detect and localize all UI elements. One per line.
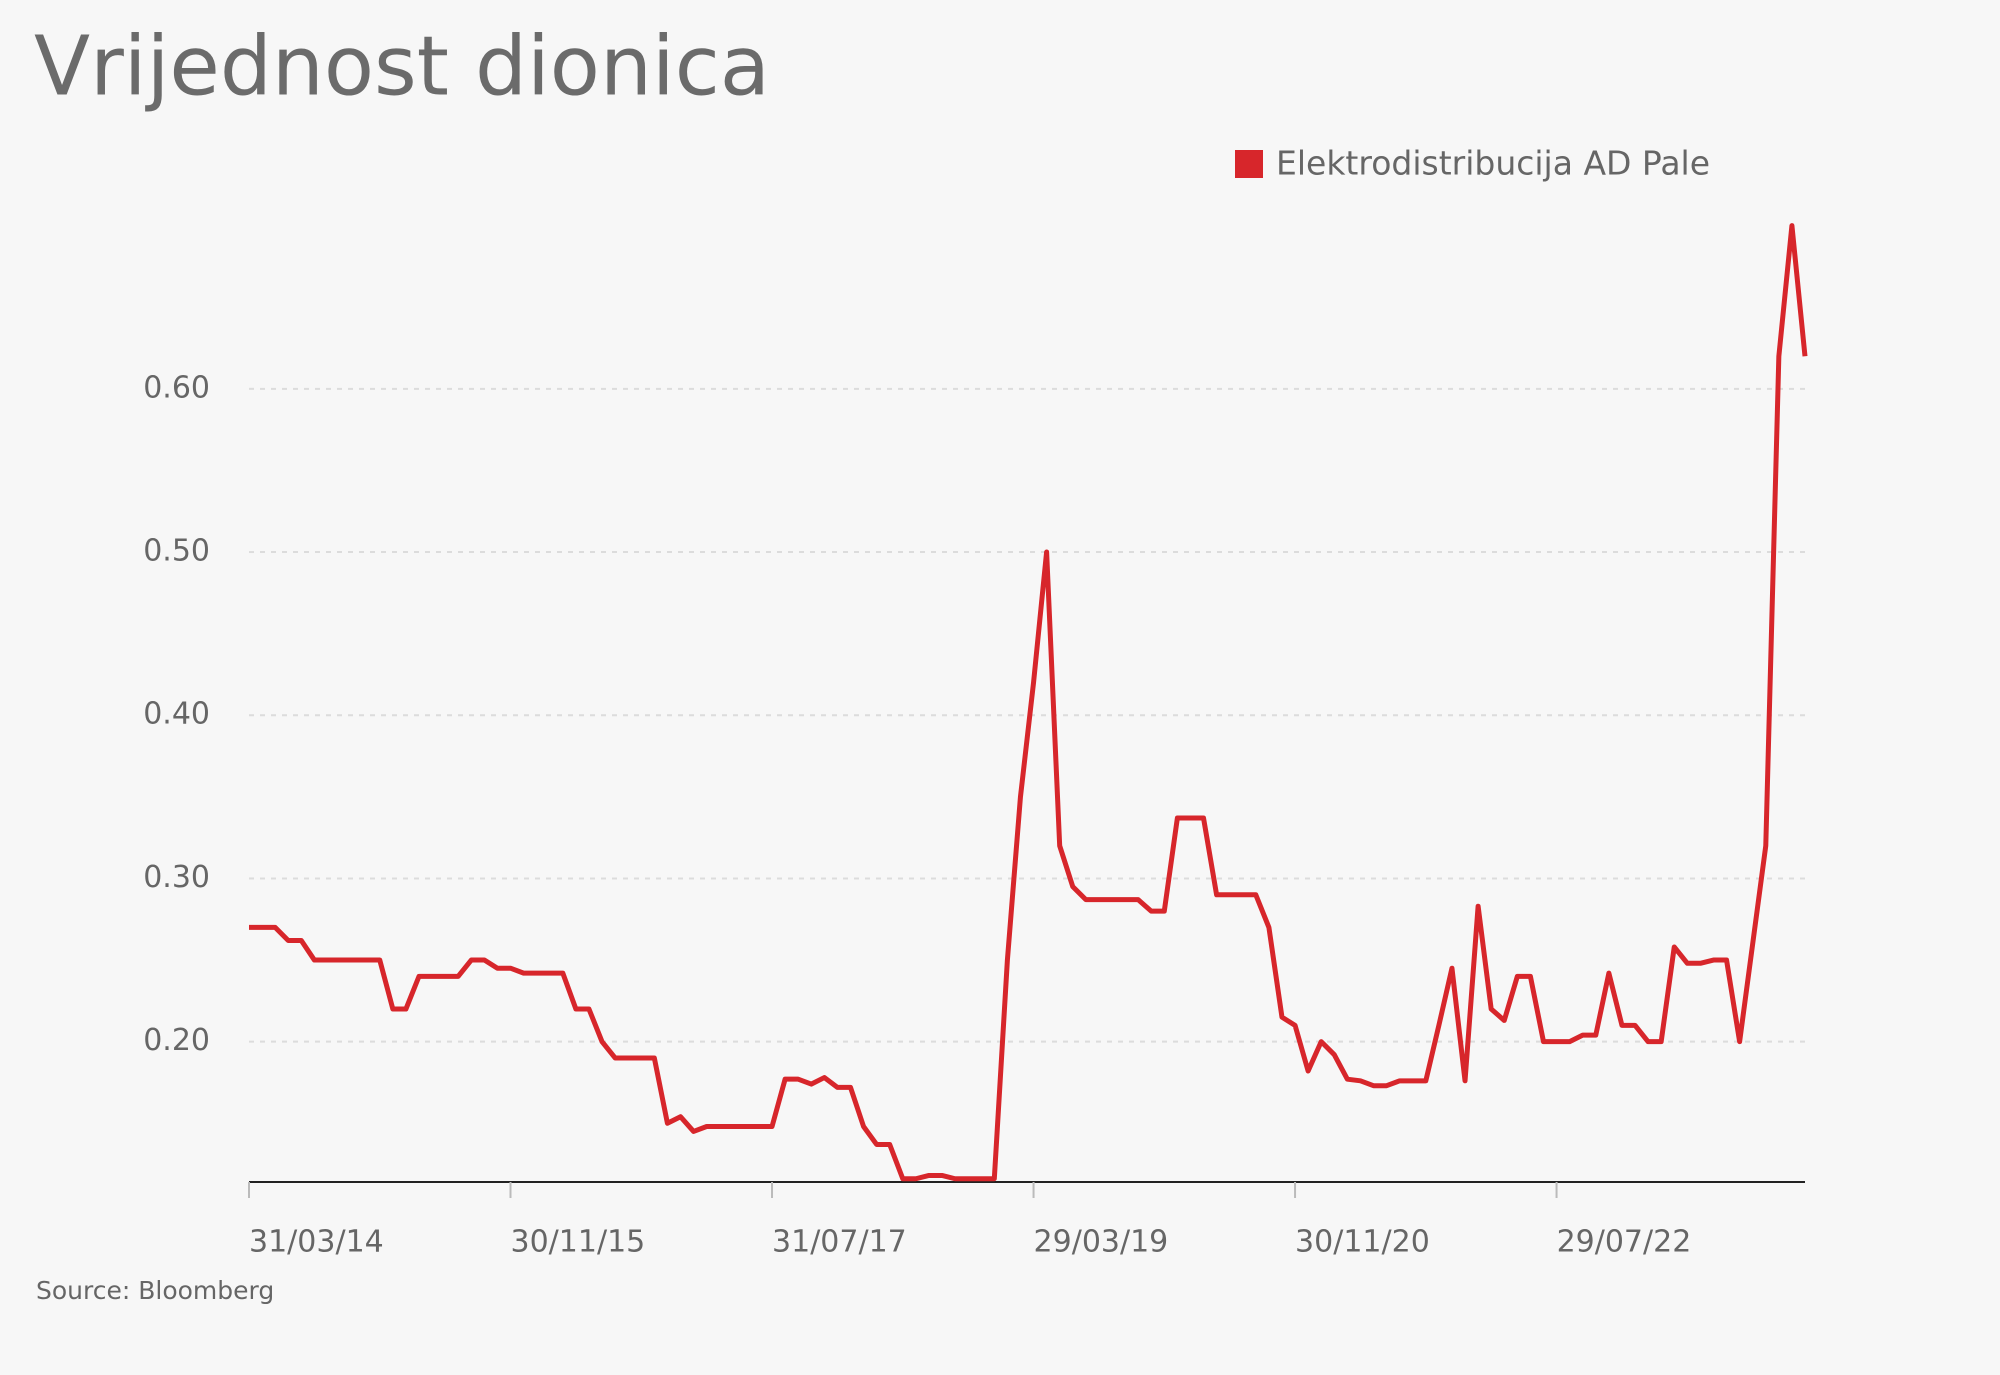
x-tick-label: 31/07/17 [772,1225,907,1260]
legend-label: Elektrodistribucija AD Pale [1276,144,1710,183]
y-tick-label: 0.30 [143,860,210,895]
y-tick-label: 0.50 [143,534,210,569]
data-line [249,223,1808,1182]
x-tick-label: 31/03/14 [249,1225,384,1260]
y-tick-label: 0.20 [143,1023,210,1058]
source-note: Source: Bloomberg [36,1276,274,1305]
x-tick-label: 30/11/20 [1295,1225,1430,1260]
x-tick-label: 30/11/15 [511,1225,646,1260]
x-tick-label: 29/03/19 [1034,1225,1169,1260]
y-tick-label: 0.40 [143,697,210,732]
chart-title: Vrijednost dionica [34,19,770,114]
legend-swatch [1235,150,1263,178]
x-tick-label: 29/07/22 [1557,1225,1692,1260]
y-tick-label: 0.60 [143,370,210,405]
